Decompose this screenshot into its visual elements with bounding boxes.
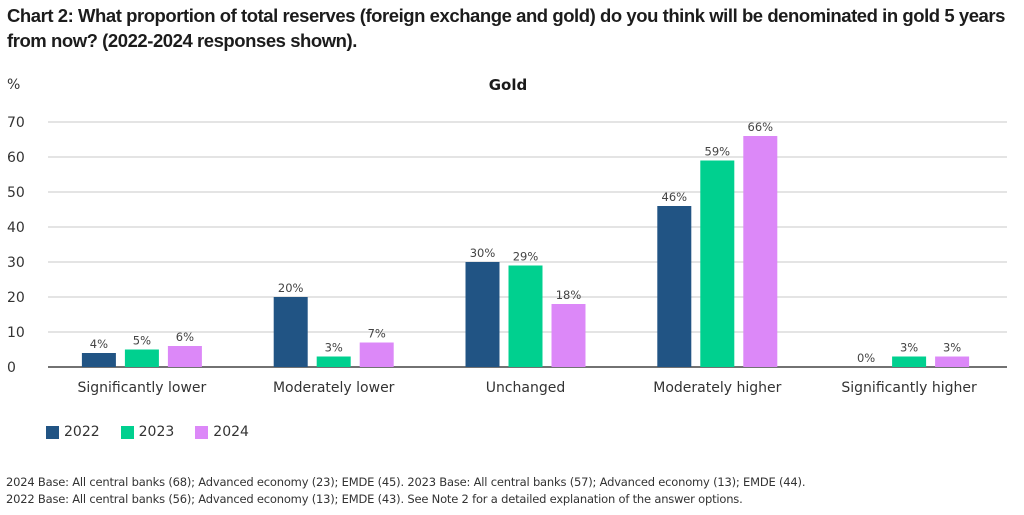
legend-swatch bbox=[46, 425, 59, 439]
y-tick-label: 60 bbox=[7, 150, 25, 166]
bar-value-label: 6% bbox=[176, 330, 194, 344]
x-tick-label: Significantly lower bbox=[78, 380, 207, 396]
bar-value-label: 59% bbox=[705, 145, 731, 159]
footnote-line-1: 2024 Base: All central banks (68); Advan… bbox=[6, 475, 806, 489]
y-axis-ticks: 0 10 20 30 40 50 60 70 bbox=[7, 115, 25, 376]
bar-value-label: 66% bbox=[748, 120, 774, 134]
y-axis-label: % bbox=[7, 77, 20, 93]
bar-2024-2 bbox=[551, 304, 586, 367]
bar-2022-1 bbox=[273, 297, 308, 367]
legend-item-2024: 2024 bbox=[195, 424, 249, 440]
bar-2023-4 bbox=[892, 356, 927, 367]
x-tick-label: Moderately higher bbox=[653, 380, 781, 396]
y-tick-label: 10 bbox=[7, 325, 25, 341]
bar-value-label: 29% bbox=[513, 250, 539, 264]
bar-chart: % Gold 0 10 20 30 40 50 60 70 4% 5% 6% 20% 3% 7% 30% 2… bbox=[7, 76, 1007, 396]
bar-2024-3 bbox=[743, 136, 778, 367]
bar-2023-0 bbox=[124, 349, 159, 367]
legend-swatch bbox=[120, 425, 134, 439]
bar-value-label: 18% bbox=[556, 288, 582, 302]
bar-value-label: 0% bbox=[857, 351, 875, 365]
bar-value-label: 30% bbox=[470, 246, 496, 260]
bar-2022-2 bbox=[465, 262, 500, 367]
bar-value-label: 3% bbox=[943, 341, 961, 355]
bar-value-label: 3% bbox=[900, 341, 918, 355]
bar-value-label: 20% bbox=[278, 281, 304, 295]
y-tick-label: 0 bbox=[7, 360, 16, 376]
legend: 2022 2023 2024 bbox=[46, 424, 270, 440]
legend-item-2022: 2022 bbox=[46, 424, 100, 440]
legend-item-2023: 2023 bbox=[120, 424, 175, 440]
bar-2023-2 bbox=[508, 265, 543, 367]
legend-label: 2024 bbox=[213, 424, 249, 440]
bar-value-label: 3% bbox=[325, 341, 343, 355]
bar-2023-3 bbox=[700, 160, 735, 367]
plot-title: Gold bbox=[489, 76, 528, 94]
x-tick-label: Unchanged bbox=[486, 380, 566, 396]
chart-title: Chart 2: What proportion of total reserv… bbox=[7, 5, 1005, 51]
bars bbox=[81, 136, 970, 367]
legend-swatch bbox=[195, 425, 209, 439]
x-tick-label: Significantly higher bbox=[841, 380, 977, 396]
bar-value-label: 46% bbox=[662, 190, 688, 204]
y-tick-label: 50 bbox=[7, 185, 25, 201]
bar-value-label: 7% bbox=[368, 327, 386, 341]
bar-2024-1 bbox=[359, 342, 394, 367]
x-tick-label: Moderately lower bbox=[273, 380, 395, 396]
y-tick-label: 40 bbox=[7, 220, 25, 236]
bar-2022-3 bbox=[657, 206, 692, 367]
legend-label: 2023 bbox=[138, 424, 175, 440]
bar-labels: 4% 5% 6% 20% 3% 7% 30% 29% 18% 46% 59% 66% 0% 3% 3% bbox=[90, 120, 962, 365]
legend-label: 2022 bbox=[64, 424, 100, 440]
gridlines bbox=[48, 121, 1007, 368]
bar-2022-0 bbox=[81, 353, 116, 367]
x-axis-ticks: Significantly lower Moderately lower Uncha… bbox=[78, 380, 978, 396]
bar-2024-4 bbox=[935, 356, 970, 367]
y-tick-label: 70 bbox=[7, 115, 25, 131]
y-tick-label: 30 bbox=[7, 255, 25, 271]
bar-2023-1 bbox=[316, 356, 351, 367]
footnote: 2024 Base: All central banks (68); Advan… bbox=[6, 474, 805, 508]
footnote-line-2: 2022 Base: All central banks (56); Advan… bbox=[6, 492, 743, 506]
bar-value-label: 5% bbox=[133, 334, 151, 348]
bar-value-label: 4% bbox=[90, 337, 108, 351]
y-tick-label: 20 bbox=[7, 290, 25, 306]
bar-2024-0 bbox=[167, 346, 202, 367]
